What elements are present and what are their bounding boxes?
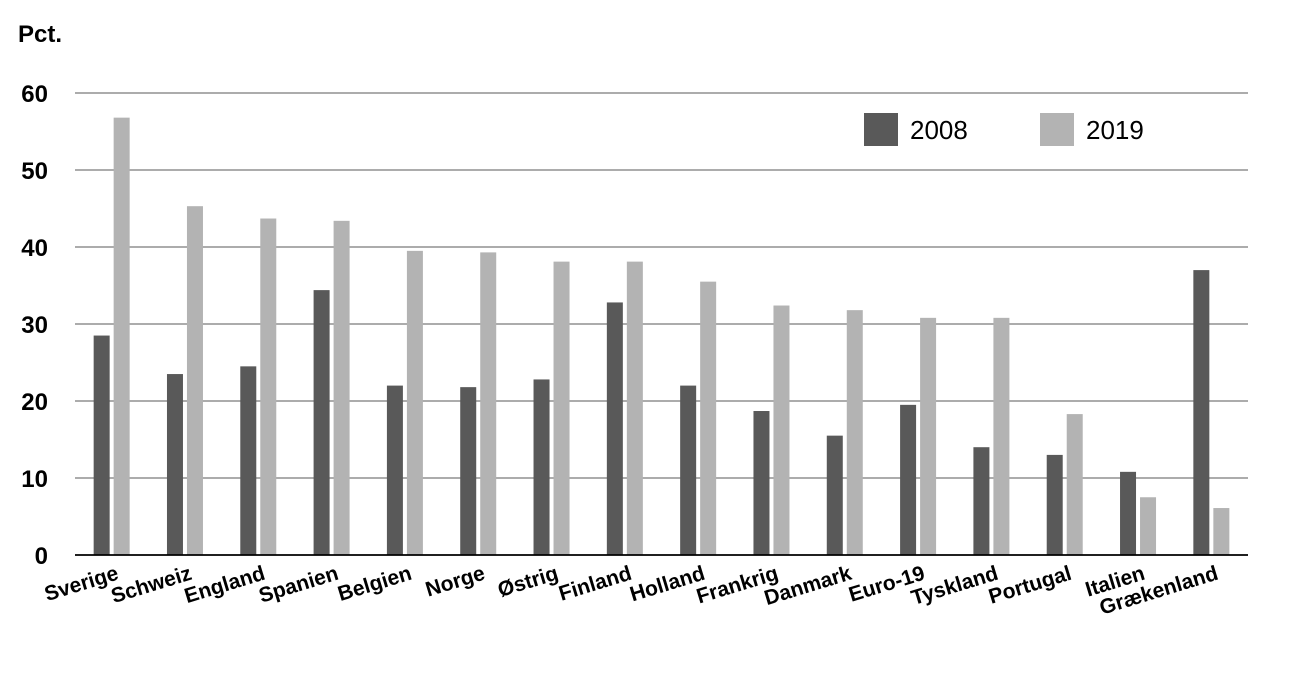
legend-swatch-2008 xyxy=(864,113,898,146)
y-tick-label: 40 xyxy=(21,235,48,262)
bar-2008-sverige xyxy=(93,335,110,555)
bar-2019-finland xyxy=(626,261,643,555)
bar-2019-holland xyxy=(700,281,717,555)
bar-2008-england xyxy=(240,366,257,555)
bar-2008-portugal xyxy=(1046,454,1063,555)
bar-2008-østrig xyxy=(533,379,550,555)
x-tick-label: England xyxy=(182,562,268,608)
y-tick-label: 10 xyxy=(21,466,48,493)
x-tick-label: Finland xyxy=(556,562,634,606)
bar-2008-finland xyxy=(606,302,623,555)
bar-2019-spanien xyxy=(333,220,350,555)
y-axis-ticks: 0 10 20 30 40 50 60 xyxy=(21,81,48,570)
legend: 2008 2019 xyxy=(864,113,1144,146)
y-tick-label: 30 xyxy=(21,312,48,339)
bar-2008-belgien xyxy=(386,385,403,555)
y-tick-label: 0 xyxy=(35,543,48,570)
bar-2019-danmark xyxy=(846,310,863,555)
bar-2019-euro-19 xyxy=(920,317,937,555)
y-tick-label: 20 xyxy=(21,389,48,416)
bar-2008-italien xyxy=(1120,471,1137,555)
bar-2019-grækenland xyxy=(1213,508,1230,555)
bar-2019-tyskland xyxy=(993,317,1010,555)
bar-2019-schweiz xyxy=(186,206,203,555)
x-tick-label: Portugal xyxy=(986,562,1074,609)
x-tick-label: Holland xyxy=(627,562,707,607)
y-axis-label: Pct. xyxy=(18,21,62,48)
bar-2008-danmark xyxy=(826,435,843,555)
bar-2008-norge xyxy=(460,387,477,555)
legend-swatch-2019 xyxy=(1040,113,1074,146)
bar-2019-england xyxy=(260,218,277,555)
bar-2008-holland xyxy=(680,385,697,555)
bar-2019-østrig xyxy=(553,261,570,555)
x-tick-label: Sverige xyxy=(42,562,121,606)
bar-2019-italien xyxy=(1140,497,1157,555)
x-tick-label: Spanien xyxy=(256,562,341,608)
y-tick-label: 50 xyxy=(21,158,48,185)
bar-2008-frankrig xyxy=(753,411,770,555)
x-tick-label: Belgien xyxy=(335,562,414,606)
bar-2019-norge xyxy=(480,252,497,555)
bar-2019-sverige xyxy=(113,117,130,555)
bar-2008-spanien xyxy=(313,290,330,555)
bar-2019-portugal xyxy=(1066,414,1083,555)
x-tick-label: Østrig xyxy=(495,562,561,602)
bars xyxy=(93,117,1230,555)
x-tick-label: Schweiz xyxy=(108,562,194,608)
legend-label-2019: 2019 xyxy=(1086,115,1144,145)
x-tick-label: Norge xyxy=(423,562,488,602)
bar-2008-schweiz xyxy=(166,374,183,555)
y-tick-label: 60 xyxy=(21,81,48,108)
bar-2019-belgien xyxy=(406,250,423,555)
legend-label-2008: 2008 xyxy=(910,115,968,145)
bar-2008-grækenland xyxy=(1193,270,1210,555)
bar-2019-frankrig xyxy=(773,305,790,555)
bar-2008-tyskland xyxy=(973,447,990,555)
bar-2008-euro-19 xyxy=(900,404,917,555)
